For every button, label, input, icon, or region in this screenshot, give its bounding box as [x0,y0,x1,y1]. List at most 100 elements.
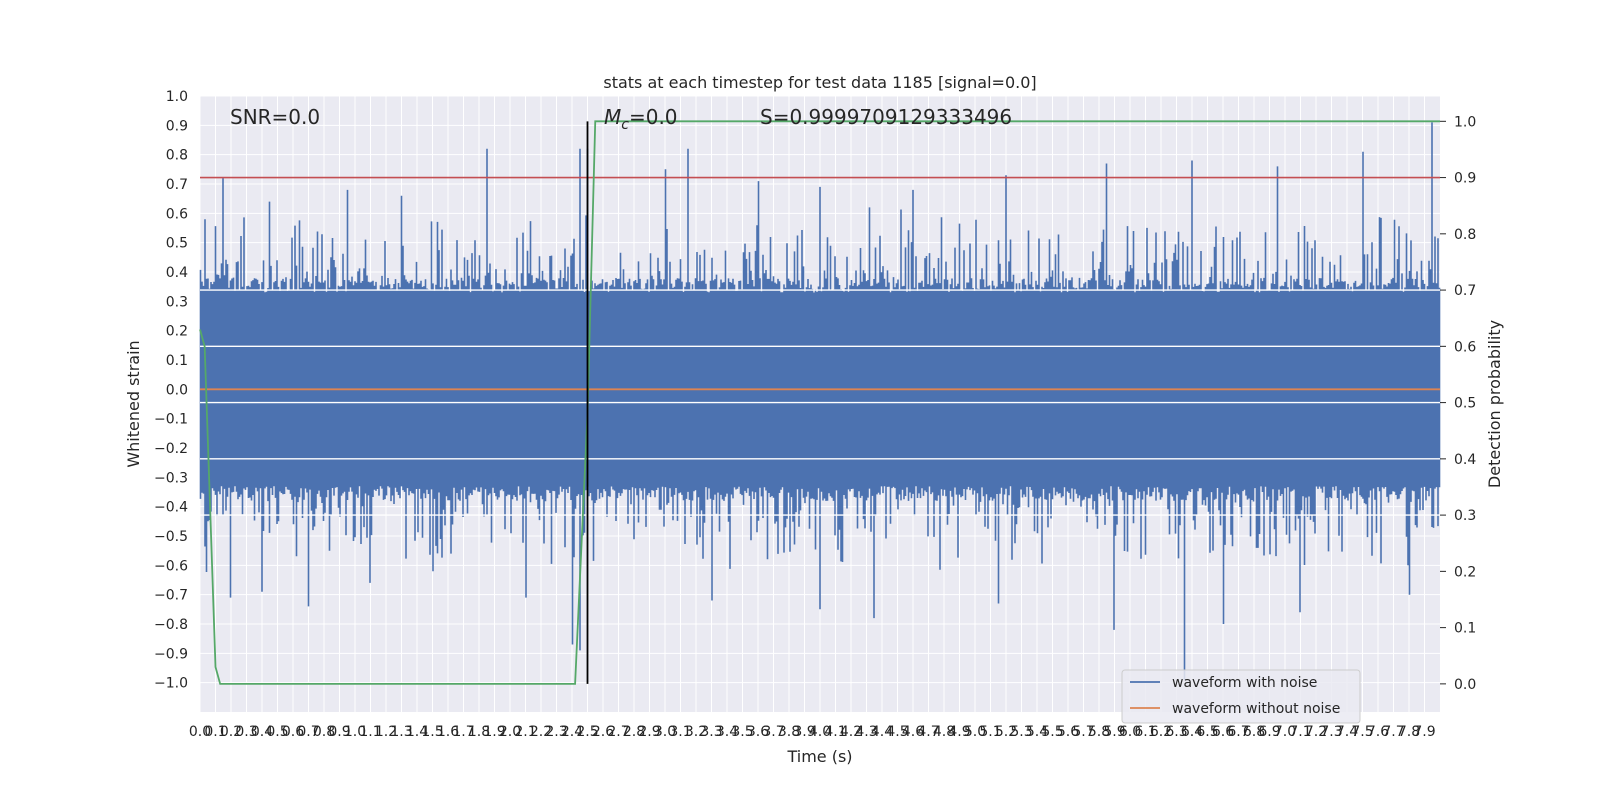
right-y-axis-label: Detection probability [1485,320,1504,488]
x-tick-label-35: 3.5 [731,724,753,740]
x-tick-label-4: 0.4 [251,724,273,740]
x-tick-label-49: 4.9 [948,724,970,740]
x-tick-label-19: 1.9 [483,724,505,740]
x-tick-label-24: 2.4 [561,724,583,740]
x-tick-label-15: 1.5 [421,724,443,740]
chirp-mass-value: =0.0 [629,105,678,129]
x-tick-label-56: 5.6 [1057,724,1079,740]
legend-label-noisy: waveform with noise [1172,675,1317,691]
x-tick-label-67: 6.7 [1227,724,1249,740]
x-tick-label-26: 2.6 [592,724,614,740]
x-tick-label-10: 1.0 [344,724,366,740]
x-tick-label-0: 0.0 [189,724,211,740]
x-tick-label-59: 5.9 [1103,724,1125,740]
x-tick-label-73: 7.3 [1320,724,1342,740]
x-tick-label-34: 3.4 [716,724,738,740]
x-tick-label-74: 7.4 [1336,724,1358,740]
y-tick-label-16: 0.6 [166,206,188,222]
right-y-tick-label-4: 0.4 [1454,452,1476,468]
x-tick-label-42: 4.2 [840,724,862,740]
x-axis-label: Time (s) [786,747,852,766]
x-tick-label-27: 2.7 [607,724,629,740]
x-tick-label-17: 1.7 [452,724,474,740]
x-tick-label-45: 4.5 [886,724,908,740]
x-tick-label-38: 3.8 [778,724,800,740]
y-tick-label-12: 0.2 [166,324,188,340]
x-tick-label-33: 3.3 [700,724,722,740]
x-tick-label-6: 0.6 [282,724,304,740]
x-tick-label-32: 3.2 [685,724,707,740]
x-tick-label-13: 1.3 [390,724,412,740]
y-tick-label-4: −0.6 [154,558,188,574]
y-tick-label-8: −0.2 [154,441,188,457]
right-grid [200,289,1440,516]
y-axis-label: Whitened strain [124,340,143,467]
chart-title: stats at each timestep for test data 118… [603,73,1036,92]
y-tick-label-6: −0.4 [154,500,188,516]
right-y-tick-label-10: 1.0 [1454,114,1476,130]
y-tick-label-3: −0.7 [154,588,188,604]
chirp-mass-annotation: Mc=0.0 [604,105,678,133]
y-tick-label-11: 0.1 [166,353,188,369]
x-tick-label-50: 5.0 [964,724,986,740]
x-tick-label-16: 1.6 [437,724,459,740]
x-tick-label-60: 6.0 [1119,724,1141,740]
x-tick-label-54: 5.4 [1026,724,1048,740]
x-tick-label-72: 7.2 [1305,724,1327,740]
overlay-layer [199,120,1440,685]
y-tick-label-5: −0.5 [154,529,188,545]
x-tick-label-21: 2.1 [514,724,536,740]
x-tick-label-14: 1.4 [406,724,428,740]
x-tick-label-11: 1.1 [359,724,381,740]
right-y-tick-label-7: 0.7 [1454,283,1476,299]
x-tick-label-22: 2.2 [530,724,552,740]
x-tick-label-66: 6.6 [1212,724,1234,740]
x-tick-label-9: 0.9 [328,724,350,740]
legend: waveform with noise waveform without noi… [1121,669,1361,724]
x-tick-label-69: 6.9 [1258,724,1280,740]
y-tick-label-20: 1.0 [166,89,188,105]
y-tick-label-18: 0.8 [166,148,188,164]
x-tick-label-71: 7.1 [1289,724,1311,740]
x-tick-label-41: 4.1 [824,724,846,740]
right-y-tick-label-8: 0.8 [1454,227,1476,243]
series-layer [199,122,1441,680]
x-tick-label-43: 4.3 [855,724,877,740]
x-tick-label-77: 7.7 [1382,724,1404,740]
x-tick-label-7: 0.7 [297,724,319,740]
chirp-mass-symbol: M [604,105,621,129]
y-tick-label-13: 0.3 [166,294,188,310]
x-tick-label-63: 6.3 [1165,724,1187,740]
x-tick-label-65: 6.5 [1196,724,1218,740]
x-tick-label-58: 5.8 [1088,724,1110,740]
right-y-tick-label-3: 0.3 [1454,508,1476,524]
x-tick-label-39: 3.9 [793,724,815,740]
x-tick-label-28: 2.8 [623,724,645,740]
x-tick-label-57: 5.7 [1072,724,1094,740]
x-tick-label-29: 2.9 [638,724,660,740]
x-tick-label-68: 6.8 [1243,724,1265,740]
x-tick-label-76: 7.6 [1367,724,1389,740]
x-tick-label-36: 3.6 [747,724,769,740]
y-tick-label-17: 0.7 [166,177,188,193]
x-tick-label-2: 0.2 [220,724,242,740]
x-tick-label-53: 5.3 [1010,724,1032,740]
x-tick-label-31: 3.1 [669,724,691,740]
y-tick-labels: −1.0 −0.9 −0.8 −0.7 −0.6 −0.5 −0.4 −0.3 −0.2 −0.1… [154,89,188,692]
x-tick-label-70: 7.0 [1274,724,1296,740]
x-tick-label-64: 6.4 [1181,724,1203,740]
legend-label-clean: waveform without noise [1172,701,1340,717]
x-tick-label-62: 6.2 [1150,724,1172,740]
x-tick-label-46: 4.6 [902,724,924,740]
x-tick-label-8: 0.8 [313,724,335,740]
chirp-mass-subscript: c [621,117,629,133]
right-y-tick-label-1: 0.1 [1454,621,1476,637]
x-tick-label-37: 3.7 [762,724,784,740]
snr-annotation: SNR=0.0 [230,105,320,129]
right-y-tick-label-2: 0.2 [1454,564,1476,580]
x-tick-label-61: 6.1 [1134,724,1156,740]
y-tick-label-2: −0.8 [154,617,188,633]
x-tick-label-75: 7.5 [1351,724,1373,740]
right-y-tick-labels: 0.0 0.1 0.2 0.3 0.4 0.5 0.6 0.7 0.8 0.9 1.0 [1440,114,1476,693]
x-tick-label-79: 7.9 [1413,724,1435,740]
